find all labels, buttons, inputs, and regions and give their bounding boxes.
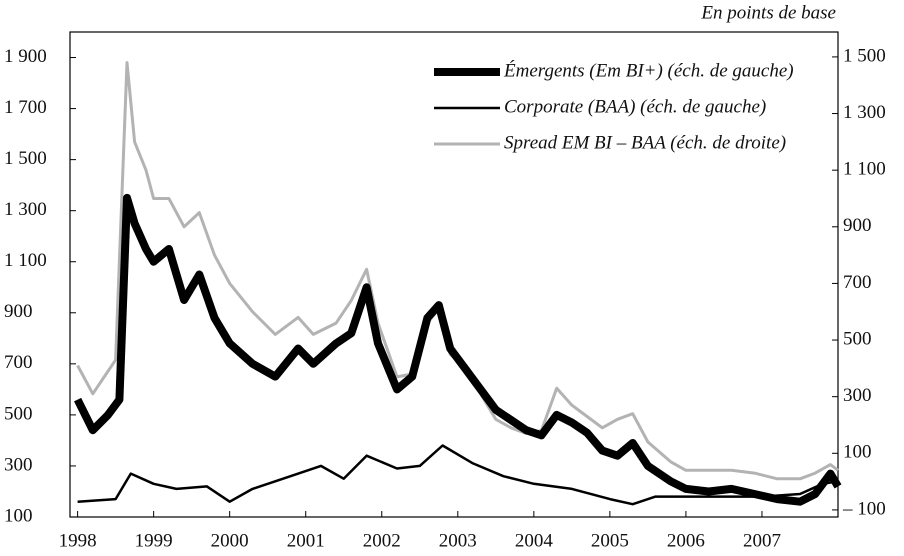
x-tick-label: 2007 — [743, 530, 781, 551]
y-tick-label: 1 100 — [4, 250, 47, 271]
y-tick-label: 300 — [4, 454, 33, 475]
x-tick-label: 2003 — [439, 530, 477, 551]
y2-tick-label: 1 500 — [843, 45, 886, 66]
y-tick-label: 1 500 — [4, 148, 47, 169]
y2-tick-label: 900 — [843, 215, 872, 236]
y-tick-label: 900 — [4, 301, 33, 322]
x-tick-label: 2001 — [287, 530, 325, 551]
y2-tick-label: 500 — [843, 328, 872, 349]
y2-tick-label: – 100 — [842, 498, 886, 519]
legend-label: Émergents (Em BI+) (éch. de gauche) — [503, 59, 794, 81]
plot-frame — [69, 31, 839, 518]
y2-tick-label: 100 — [843, 442, 872, 463]
x-tick-label: 2005 — [591, 530, 629, 551]
y-tick-label: 1 300 — [4, 199, 47, 220]
y2-tick-label: 700 — [843, 272, 872, 293]
legend-label: Spread EM BI – BAA (éch. de droite) — [504, 132, 786, 153]
x-tick-label: 2006 — [667, 530, 705, 551]
series-line — [77, 444, 839, 506]
y2-tick-label: 300 — [843, 385, 872, 406]
x-tick-label: 1998 — [59, 530, 97, 551]
y-tick-label: 500 — [4, 403, 33, 424]
series-line — [74, 193, 842, 506]
y-tick-label: 100 — [4, 505, 33, 526]
x-tick-label: 1999 — [135, 530, 173, 551]
legend-label: Corporate (BAA) (éch. de gauche) — [504, 96, 766, 117]
y-tick-label: 700 — [4, 352, 33, 373]
y2-tick-label: 1 300 — [843, 102, 886, 123]
series-line — [76, 61, 839, 481]
x-tick-label: 2002 — [363, 530, 401, 551]
y-tick-label: 1 900 — [4, 46, 47, 67]
x-tick-label: 2004 — [515, 530, 554, 551]
chart-subtitle: En points de base — [700, 2, 836, 23]
y2-tick-label: 1 100 — [843, 159, 886, 180]
y-tick-label: 1 700 — [4, 97, 47, 118]
x-tick-label: 2000 — [211, 530, 249, 551]
